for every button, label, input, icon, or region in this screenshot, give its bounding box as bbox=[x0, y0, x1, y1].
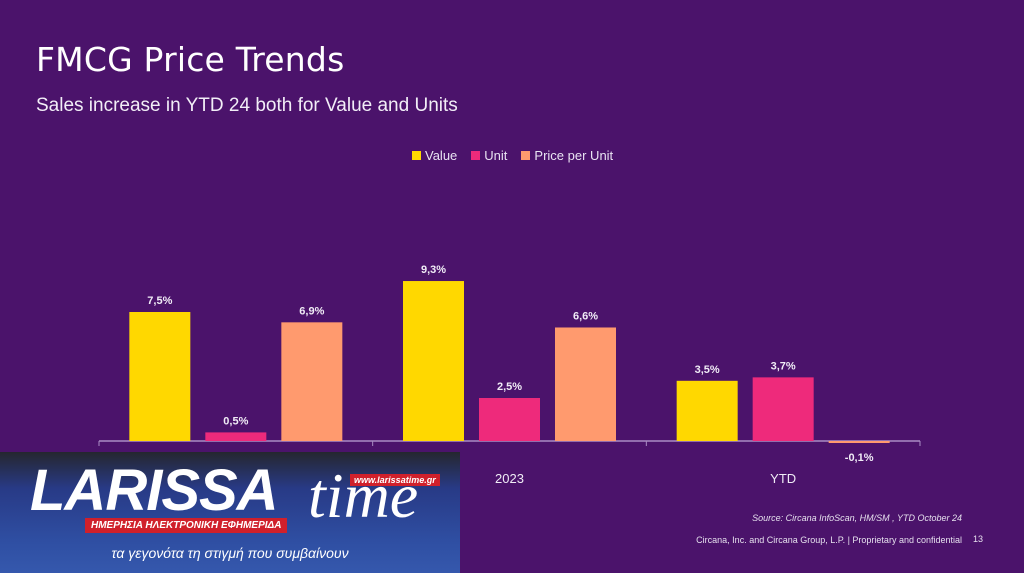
data-label: -0,1% bbox=[845, 452, 874, 464]
bar-price-per-unit bbox=[828, 441, 890, 443]
logo-url: www.larissatime.gr bbox=[350, 474, 440, 486]
x-tick-label: YTD bbox=[770, 471, 796, 486]
legend-swatch-value bbox=[412, 151, 421, 160]
bar-unit bbox=[479, 398, 540, 441]
legend-item-unit: Unit bbox=[471, 148, 507, 163]
bar-price-per-unit bbox=[281, 322, 343, 441]
page-number: 13 bbox=[973, 534, 984, 544]
legend-swatch-price-per-unit bbox=[521, 151, 531, 160]
data-label: 2,5% bbox=[497, 381, 522, 393]
data-label: 9,3% bbox=[421, 264, 446, 276]
bar-unit bbox=[205, 432, 267, 441]
x-tick-label: 2023 bbox=[495, 471, 524, 486]
larissatime-logo-overlay: LARISSA time www.larissatime.gr ΗΜΕΡΗΣΙΑ… bbox=[0, 452, 460, 573]
page-title: FMCG Price Trends bbox=[36, 40, 345, 79]
source-note: Source: Circana InfoScan, HM/SM , YTD Oc… bbox=[752, 513, 962, 523]
bar-value bbox=[129, 312, 191, 441]
data-label: 0,5% bbox=[223, 415, 248, 427]
data-label: 6,9% bbox=[299, 305, 324, 317]
bar-value bbox=[676, 380, 738, 441]
legend-label-price-per-unit: Price per Unit bbox=[534, 148, 614, 163]
data-label: 3,7% bbox=[771, 360, 796, 372]
logo-brand: LARISSA bbox=[30, 458, 279, 523]
logo-tagline: ΗΜΕΡΗΣΙΑ ΗΛΕΚΤΡΟΝΙΚΗ ΕΦΗΜΕΡΙΔΑ bbox=[85, 518, 288, 533]
bar-value bbox=[403, 281, 464, 441]
data-label: 6,6% bbox=[573, 310, 598, 322]
legend-item-value: Value bbox=[412, 148, 457, 163]
chart-legend: Value Unit Price per Unit bbox=[412, 148, 613, 163]
legend-swatch-unit bbox=[471, 151, 481, 160]
data-label: 3,5% bbox=[695, 364, 720, 376]
legend-label-unit: Unit bbox=[484, 148, 508, 163]
bar-unit bbox=[752, 377, 814, 441]
logo-slogan: τα γεγονότα τη στιγμή που συμβαίνουν bbox=[111, 545, 349, 561]
copyright-note: Circana, Inc. and Circana Group, L.P. | … bbox=[696, 535, 962, 545]
data-label: 7,5% bbox=[147, 295, 172, 307]
page-subtitle: Sales increase in YTD 24 both for Value … bbox=[36, 95, 458, 116]
bar-price-per-unit bbox=[555, 327, 616, 441]
legend-label-value: Value bbox=[425, 148, 458, 163]
legend-item-price-per-unit: Price per Unit bbox=[521, 148, 613, 163]
